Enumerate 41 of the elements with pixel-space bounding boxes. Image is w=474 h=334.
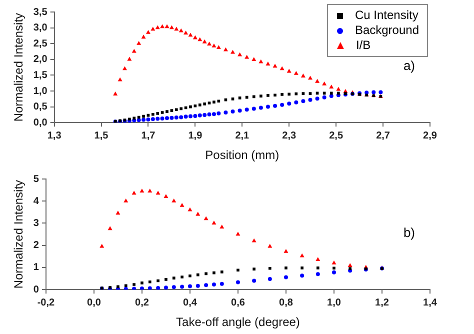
y-tick-label: 2,0 <box>33 54 48 66</box>
legend-label: Cu Intensity <box>354 8 418 23</box>
y-tick-label: 0,0 <box>33 117 48 128</box>
x-tick-label: 0,6 <box>231 297 246 308</box>
y-tick-label: 1 <box>33 262 40 274</box>
x-tick-label: 1,3 <box>47 130 62 142</box>
x-tick-label: 0,4 <box>183 297 198 308</box>
y-tick-label: 4 <box>33 196 40 207</box>
y-tick-label: 0 <box>33 284 40 296</box>
x-tick-label: 2,9 <box>423 130 438 142</box>
x-tick-label: 0,8 <box>279 297 294 308</box>
x-tick-label: 1,0 <box>327 297 342 308</box>
x-tick-label: 0,0 <box>87 297 102 308</box>
x-tick-label: -0,2 <box>37 297 56 308</box>
x-tick-label: 1,2 <box>375 297 390 308</box>
x-tick-label: 1,9 <box>188 130 203 142</box>
y-tick-label: 5 <box>33 174 40 185</box>
y-axis-title: Normalized Intensity <box>12 180 26 289</box>
y-tick-label: 1,5 <box>33 70 48 81</box>
x-tick-label: 0,2 <box>135 297 150 308</box>
y-tick-label: 3,0 <box>33 22 48 34</box>
x-tick-label: 2,5 <box>329 130 344 142</box>
legend-label: I/B <box>356 38 371 53</box>
x-tick-label: 1,7 <box>141 130 156 142</box>
x-tick-label: 2,1 <box>235 130 250 142</box>
y-axis-title: Normalized Intensity <box>12 12 26 122</box>
x-axis-title: Position (mm) <box>205 148 280 162</box>
x-tick-label: 1,4 <box>423 297 438 308</box>
x-tick-label: 1,5 <box>94 130 109 142</box>
annotation: b) <box>403 225 415 240</box>
y-tick-label: 2 <box>33 240 40 252</box>
y-tick-label: 2,5 <box>33 38 48 50</box>
x-tick-label: 2,3 <box>282 130 296 142</box>
y-tick-label: 0,5 <box>33 102 48 113</box>
x-axis-title: Take-off angle (degree) <box>176 315 300 330</box>
y-tick-label: 3 <box>33 218 40 229</box>
annotation: a) <box>403 58 415 74</box>
y-tick-label: 1,0 <box>33 86 48 97</box>
legend-label: Background <box>354 23 419 38</box>
y-tick-label: 3,5 <box>33 6 48 18</box>
x-tick-label: 2,7 <box>376 130 390 142</box>
